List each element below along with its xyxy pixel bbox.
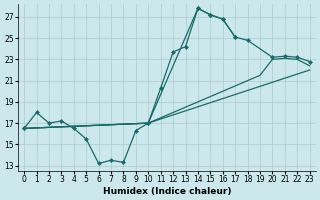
X-axis label: Humidex (Indice chaleur): Humidex (Indice chaleur)	[103, 187, 231, 196]
